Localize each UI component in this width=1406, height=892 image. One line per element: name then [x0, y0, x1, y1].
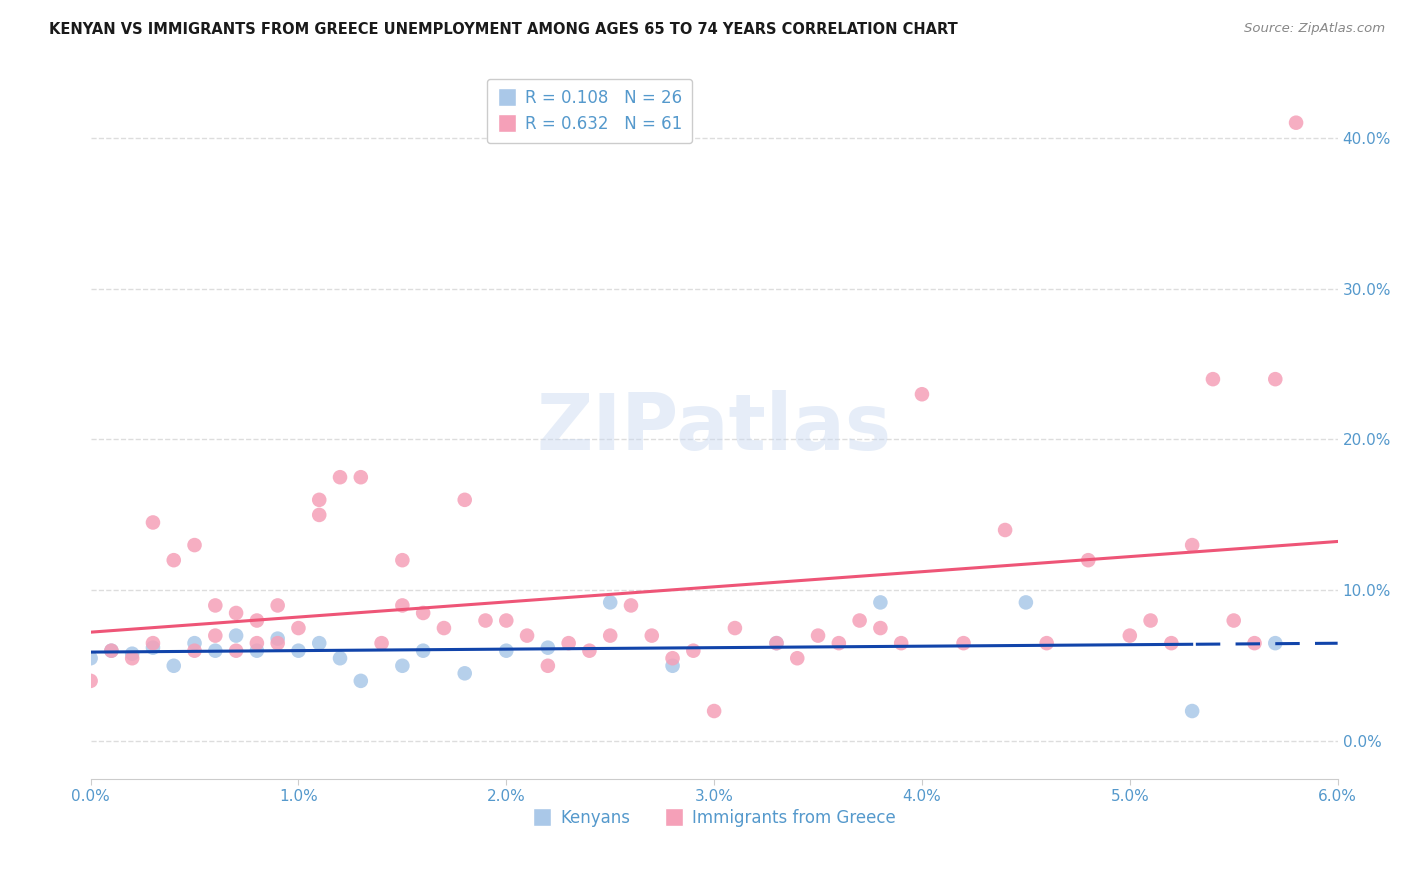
Text: KENYAN VS IMMIGRANTS FROM GREECE UNEMPLOYMENT AMONG AGES 65 TO 74 YEARS CORRELAT: KENYAN VS IMMIGRANTS FROM GREECE UNEMPLO… [49, 22, 957, 37]
Point [308, 492, 330, 507]
Legend: Kenyans, Immigrants from Greece: Kenyans, Immigrants from Greece [526, 803, 903, 834]
Point [537, 658, 560, 673]
Point [225, 643, 247, 657]
Point [121, 647, 143, 661]
Point [204, 643, 226, 657]
Point [142, 640, 165, 655]
Point [142, 636, 165, 650]
Point [329, 470, 352, 484]
Point [1119, 629, 1142, 643]
Point [994, 523, 1017, 537]
Point [828, 636, 851, 650]
Point [204, 599, 226, 613]
Point [246, 636, 269, 650]
Point [454, 666, 477, 681]
Point [557, 636, 579, 650]
Point [100, 643, 122, 657]
Point [1160, 636, 1182, 650]
Point [370, 636, 392, 650]
Point [308, 508, 330, 522]
Point [391, 658, 413, 673]
Point [495, 643, 517, 657]
Point [1264, 372, 1286, 386]
Point [869, 595, 891, 609]
Point [890, 636, 912, 650]
Point [79, 673, 101, 688]
Point [100, 643, 122, 657]
Point [163, 553, 186, 567]
Point [911, 387, 934, 401]
Point [682, 643, 704, 657]
Point [391, 599, 413, 613]
Point [412, 643, 434, 657]
Point [225, 629, 247, 643]
Point [246, 643, 269, 657]
Point [765, 636, 787, 650]
Point [952, 636, 974, 650]
Point [516, 629, 538, 643]
Point [204, 629, 226, 643]
Point [807, 629, 830, 643]
Point [246, 614, 269, 628]
Point [765, 636, 787, 650]
Point [661, 651, 683, 665]
Point [786, 651, 808, 665]
Point [121, 651, 143, 665]
Point [869, 621, 891, 635]
Text: ZIPatlas: ZIPatlas [537, 390, 891, 467]
Point [495, 614, 517, 628]
Point [537, 640, 560, 655]
Point [599, 595, 621, 609]
Point [1015, 595, 1038, 609]
Point [183, 538, 205, 552]
Point [578, 643, 600, 657]
Point [703, 704, 725, 718]
Point [287, 643, 309, 657]
Point [225, 606, 247, 620]
Point [308, 636, 330, 650]
Point [620, 599, 643, 613]
Point [641, 629, 664, 643]
Point [329, 651, 352, 665]
Point [266, 632, 288, 646]
Point [350, 673, 373, 688]
Point [1181, 704, 1204, 718]
Point [1222, 614, 1244, 628]
Point [1139, 614, 1161, 628]
Text: Source: ZipAtlas.com: Source: ZipAtlas.com [1244, 22, 1385, 36]
Point [183, 643, 205, 657]
Point [1181, 538, 1204, 552]
Point [266, 599, 288, 613]
Point [412, 606, 434, 620]
Point [1285, 116, 1308, 130]
Point [163, 658, 186, 673]
Point [350, 470, 373, 484]
Point [661, 658, 683, 673]
Point [79, 651, 101, 665]
Point [1077, 553, 1099, 567]
Point [848, 614, 870, 628]
Point [1035, 636, 1057, 650]
Point [287, 621, 309, 635]
Point [266, 636, 288, 650]
Point [1202, 372, 1225, 386]
Point [454, 492, 477, 507]
Point [1264, 636, 1286, 650]
Point [1243, 636, 1265, 650]
Point [599, 629, 621, 643]
Point [391, 553, 413, 567]
Point [474, 614, 496, 628]
Point [724, 621, 747, 635]
Point [142, 516, 165, 530]
Point [433, 621, 456, 635]
Point [183, 636, 205, 650]
